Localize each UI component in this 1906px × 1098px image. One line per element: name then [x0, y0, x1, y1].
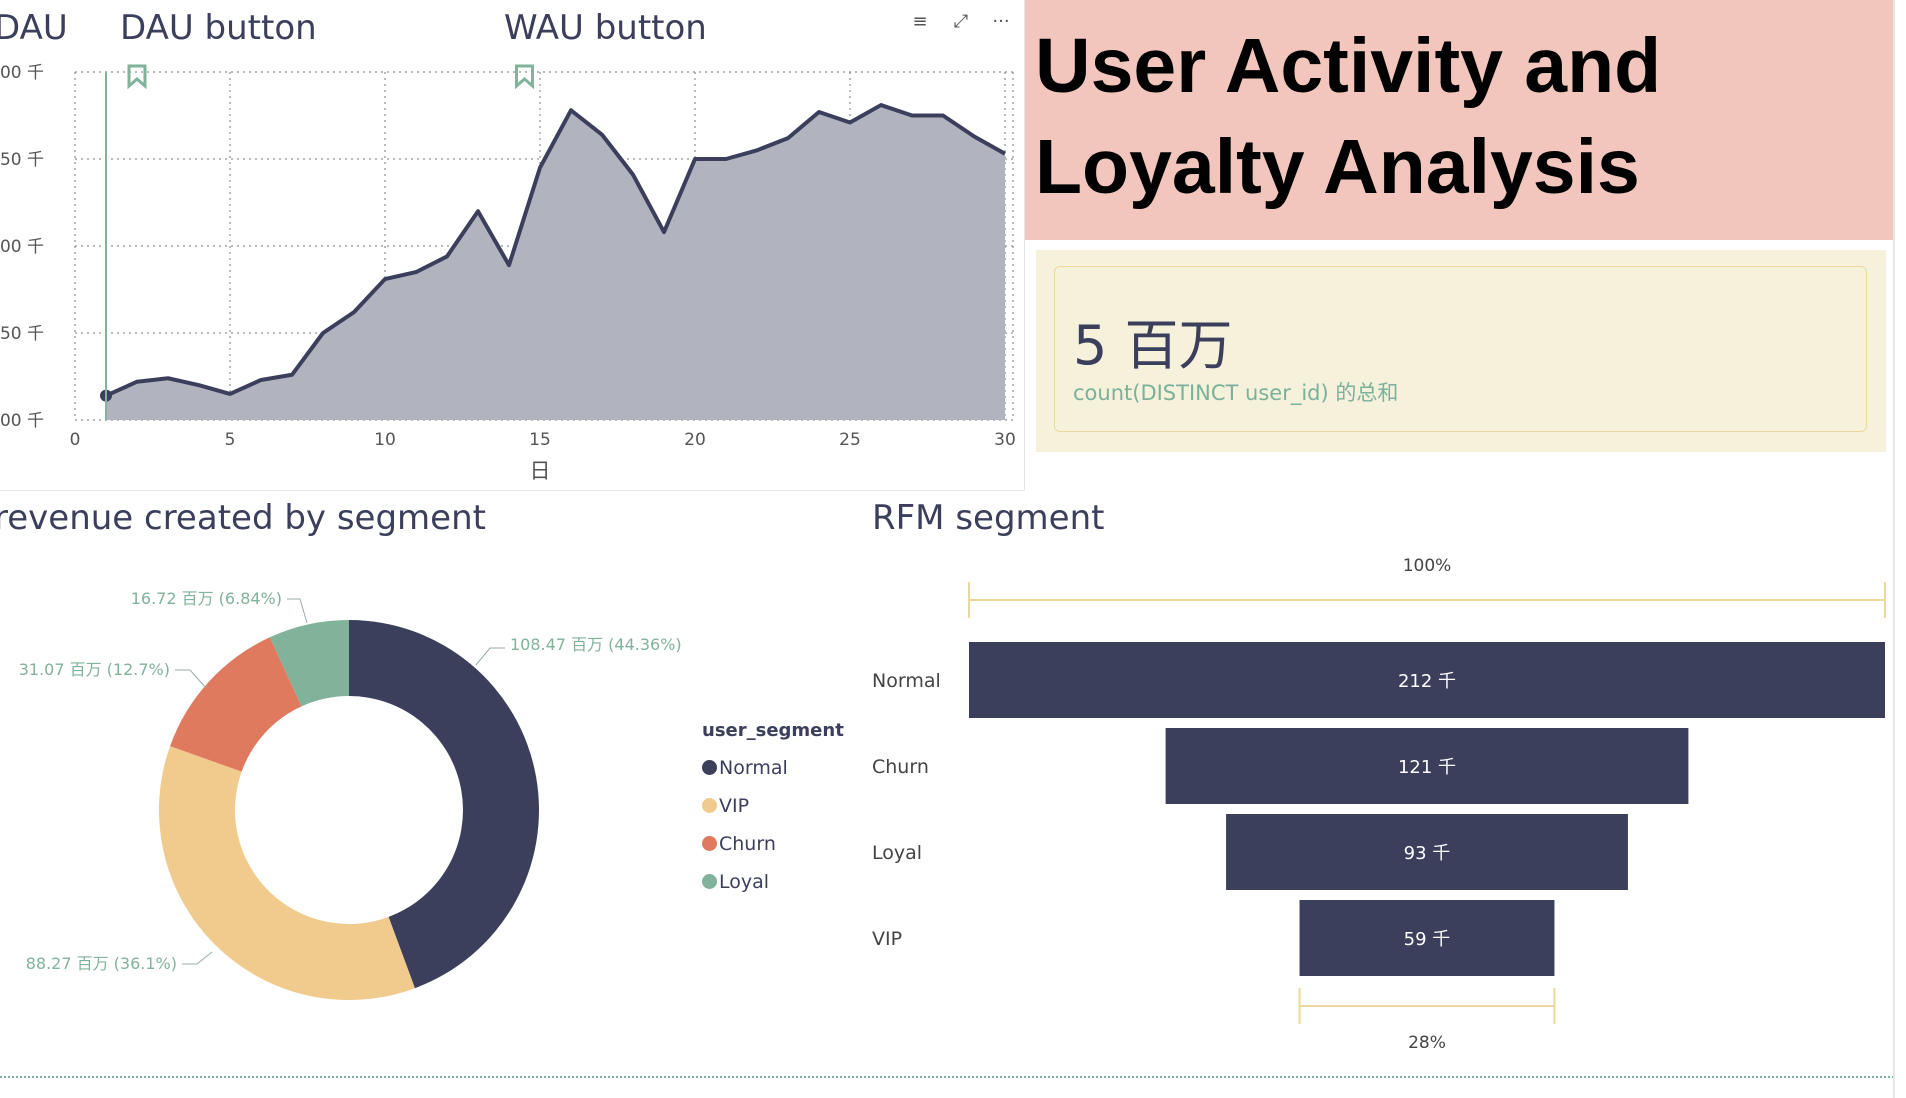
kpi-value: 5 百万	[1073, 314, 1233, 377]
right-edge-divider	[1893, 0, 1895, 1098]
legend-label: VIP	[719, 795, 750, 817]
legend-dot	[702, 760, 717, 775]
title-banner: User Activity and Loyalty Analysis	[1025, 0, 1895, 240]
funnel-category-label: Loyal	[872, 842, 922, 864]
donut-data-label: 88.27 百万 (36.1%)	[26, 954, 177, 973]
funnel-value-label: 121 千	[1398, 757, 1456, 778]
dau-chart-card[interactable]: 0 5 10 15 20 25 30 200 千 250 千 300 千 350 千 400 千日 D…	[0, 0, 1025, 491]
leader-line	[287, 598, 308, 624]
y-tick-label: 350 千	[0, 150, 44, 170]
kpi-card-border: 5 百万 count(DISTINCT user_id) 的总和	[1054, 266, 1867, 432]
bookmark-icon[interactable]	[127, 64, 147, 90]
more-options-icon[interactable]: ···	[992, 11, 1010, 32]
funnel-category-label: VIP	[872, 928, 902, 950]
legend-dot	[702, 874, 717, 889]
donut-chart-title: revenue created by segment	[0, 498, 486, 538]
funnel-category-label: Normal	[872, 670, 941, 692]
area-fill	[106, 105, 1005, 420]
filter-icon[interactable]: ≡	[912, 11, 928, 32]
x-tick-label: 5	[225, 430, 236, 450]
legend-item-churn[interactable]: Churn	[702, 833, 776, 859]
funnel-bar-normal[interactable]	[969, 642, 1885, 718]
funnel-value-label: 59 千	[1404, 929, 1451, 950]
revenue-donut-chart[interactable]: 108.47 百万 (44.36%) 88.27 百万 (36.1%) 31.07 …	[0, 540, 700, 1020]
donut-slice-loyal[interactable]	[269, 620, 349, 707]
legend-label: Loyal	[719, 871, 770, 893]
y-tick-label: 300 千	[0, 237, 44, 257]
dashboard-title: User Activity and Loyalty Analysis	[1035, 23, 1662, 210]
legend-item-vip[interactable]: VIP	[702, 795, 749, 821]
x-tick-label: 20	[684, 430, 706, 450]
funnel-bottom-label: 28%	[1408, 1033, 1446, 1053]
legend-title: user_segment	[702, 720, 844, 741]
funnel-chart-title: RFM segment	[872, 498, 1105, 538]
leader-line	[475, 647, 505, 666]
legend-dot	[702, 798, 717, 813]
wau-bookmark-button[interactable]: WAU button	[504, 8, 707, 48]
focus-mode-icon[interactable]: ⤢	[953, 11, 969, 32]
funnel-value-label: 212 千	[1398, 671, 1456, 692]
donut-slice-normal[interactable]	[349, 620, 540, 989]
x-tick-label: 25	[839, 430, 861, 450]
bottom-divider	[0, 1076, 1894, 1078]
x-tick-label: 10	[374, 430, 396, 450]
kpi-card[interactable]: 5 百万 count(DISTINCT user_id) 的总和	[1036, 250, 1886, 452]
legend-dot	[702, 836, 717, 851]
bookmark-icon[interactable]	[515, 64, 534, 90]
funnel-bar-loyal[interactable]	[1226, 814, 1628, 890]
legend-label: Normal	[719, 757, 788, 779]
dau-chart-title: DAU	[0, 8, 68, 48]
legend-item-loyal[interactable]: Loyal	[702, 871, 769, 897]
leader-line	[182, 951, 213, 965]
funnel-value-label: 93 千	[1404, 843, 1451, 864]
dau-series-line	[105, 103, 1006, 398]
x-axis-title: 日	[530, 459, 551, 483]
y-tick-label: 400 千	[0, 63, 44, 83]
kpi-label: count(DISTINCT user_id) 的总和	[1073, 381, 1399, 405]
funnel-bar-churn[interactable]	[1165, 728, 1689, 804]
dau-area-chart: 0 5 10 15 20 25 30 200 千 250 千 300 千 350 千 400 千日	[0, 63, 1016, 483]
y-tick-label: 250 千	[0, 324, 44, 344]
dau-bookmark-button[interactable]: DAU button	[120, 8, 317, 48]
x-tick-label: 0	[70, 430, 81, 450]
donut-slice-churn[interactable]	[170, 637, 302, 772]
x-tick-label: 30	[994, 430, 1016, 450]
legend-label: Churn	[719, 833, 776, 855]
donut-data-label: 16.72 百万 (6.84%)	[131, 589, 282, 608]
y-tick-label: 200 千	[0, 411, 44, 431]
funnel-top-label: 100%	[1403, 556, 1452, 576]
donut-slice-vip[interactable]	[158, 746, 415, 1000]
x-tick-label: 15	[529, 430, 551, 450]
legend-item-normal[interactable]: Normal	[702, 757, 788, 783]
funnel-bar-vip[interactable]	[1299, 900, 1555, 976]
rfm-funnel-chart[interactable]: 100% 212 千 Normal 121 千 Churn 93 千 Loyal 59 千 VI…	[860, 540, 1890, 1060]
leader-line	[175, 669, 207, 689]
donut-data-label: 31.07 百万 (12.7%)	[19, 660, 170, 679]
donut-data-label: 108.47 百万 (44.36%)	[510, 635, 682, 654]
funnel-category-label: Churn	[872, 756, 929, 778]
